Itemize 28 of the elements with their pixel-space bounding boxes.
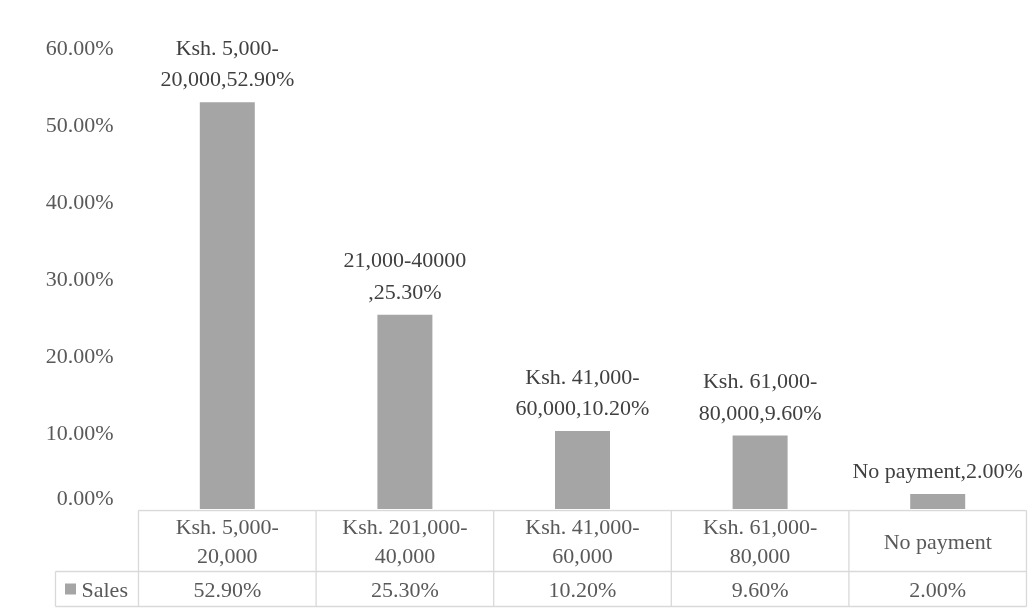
annotation: Ksh. 5,000-20,000,52.90% <box>160 34 295 92</box>
x-tick-label: Ksh. 201,000-40,000 <box>342 514 468 568</box>
x-tick-label: Ksh. 5,000-20,000 <box>175 514 279 568</box>
x-tick-label: No payment <box>883 528 992 554</box>
annotation: No payment,2.00% <box>852 458 1023 484</box>
x-tick-label: Ksh. 41,000-60,000 <box>525 514 640 568</box>
y-tick-label: 40.00% <box>45 189 114 214</box>
data-label: 2.00% <box>909 576 967 602</box>
bar <box>732 435 788 509</box>
y-tick-label: 10.00% <box>45 420 114 445</box>
x-tick-label: Ksh. 61,000-80,000 <box>702 514 818 568</box>
bar <box>555 430 610 509</box>
y-tick-label: 20.00% <box>45 343 114 368</box>
bar <box>199 102 255 509</box>
y-tick-label: 30.00% <box>45 266 114 291</box>
data-label: 52.90% <box>193 576 262 602</box>
y-tick-label: 0.00% <box>56 484 114 510</box>
annotation: Ksh. 41,000-60,000,10.20% <box>515 363 650 420</box>
annotation: Ksh. 61,000-80,000,9.60% <box>698 368 822 425</box>
y-tick-label: 60.00% <box>45 35 114 60</box>
y-tick-label: 50.00% <box>45 112 114 137</box>
data-label: 10.20% <box>548 576 617 602</box>
bar <box>910 494 966 509</box>
legend-label: Sales <box>81 576 128 602</box>
data-label: 25.30% <box>370 576 439 602</box>
data-label: 9.60% <box>731 576 789 602</box>
annotation: 21,000-40000 ,25.30% <box>343 247 467 304</box>
bar <box>377 314 433 509</box>
